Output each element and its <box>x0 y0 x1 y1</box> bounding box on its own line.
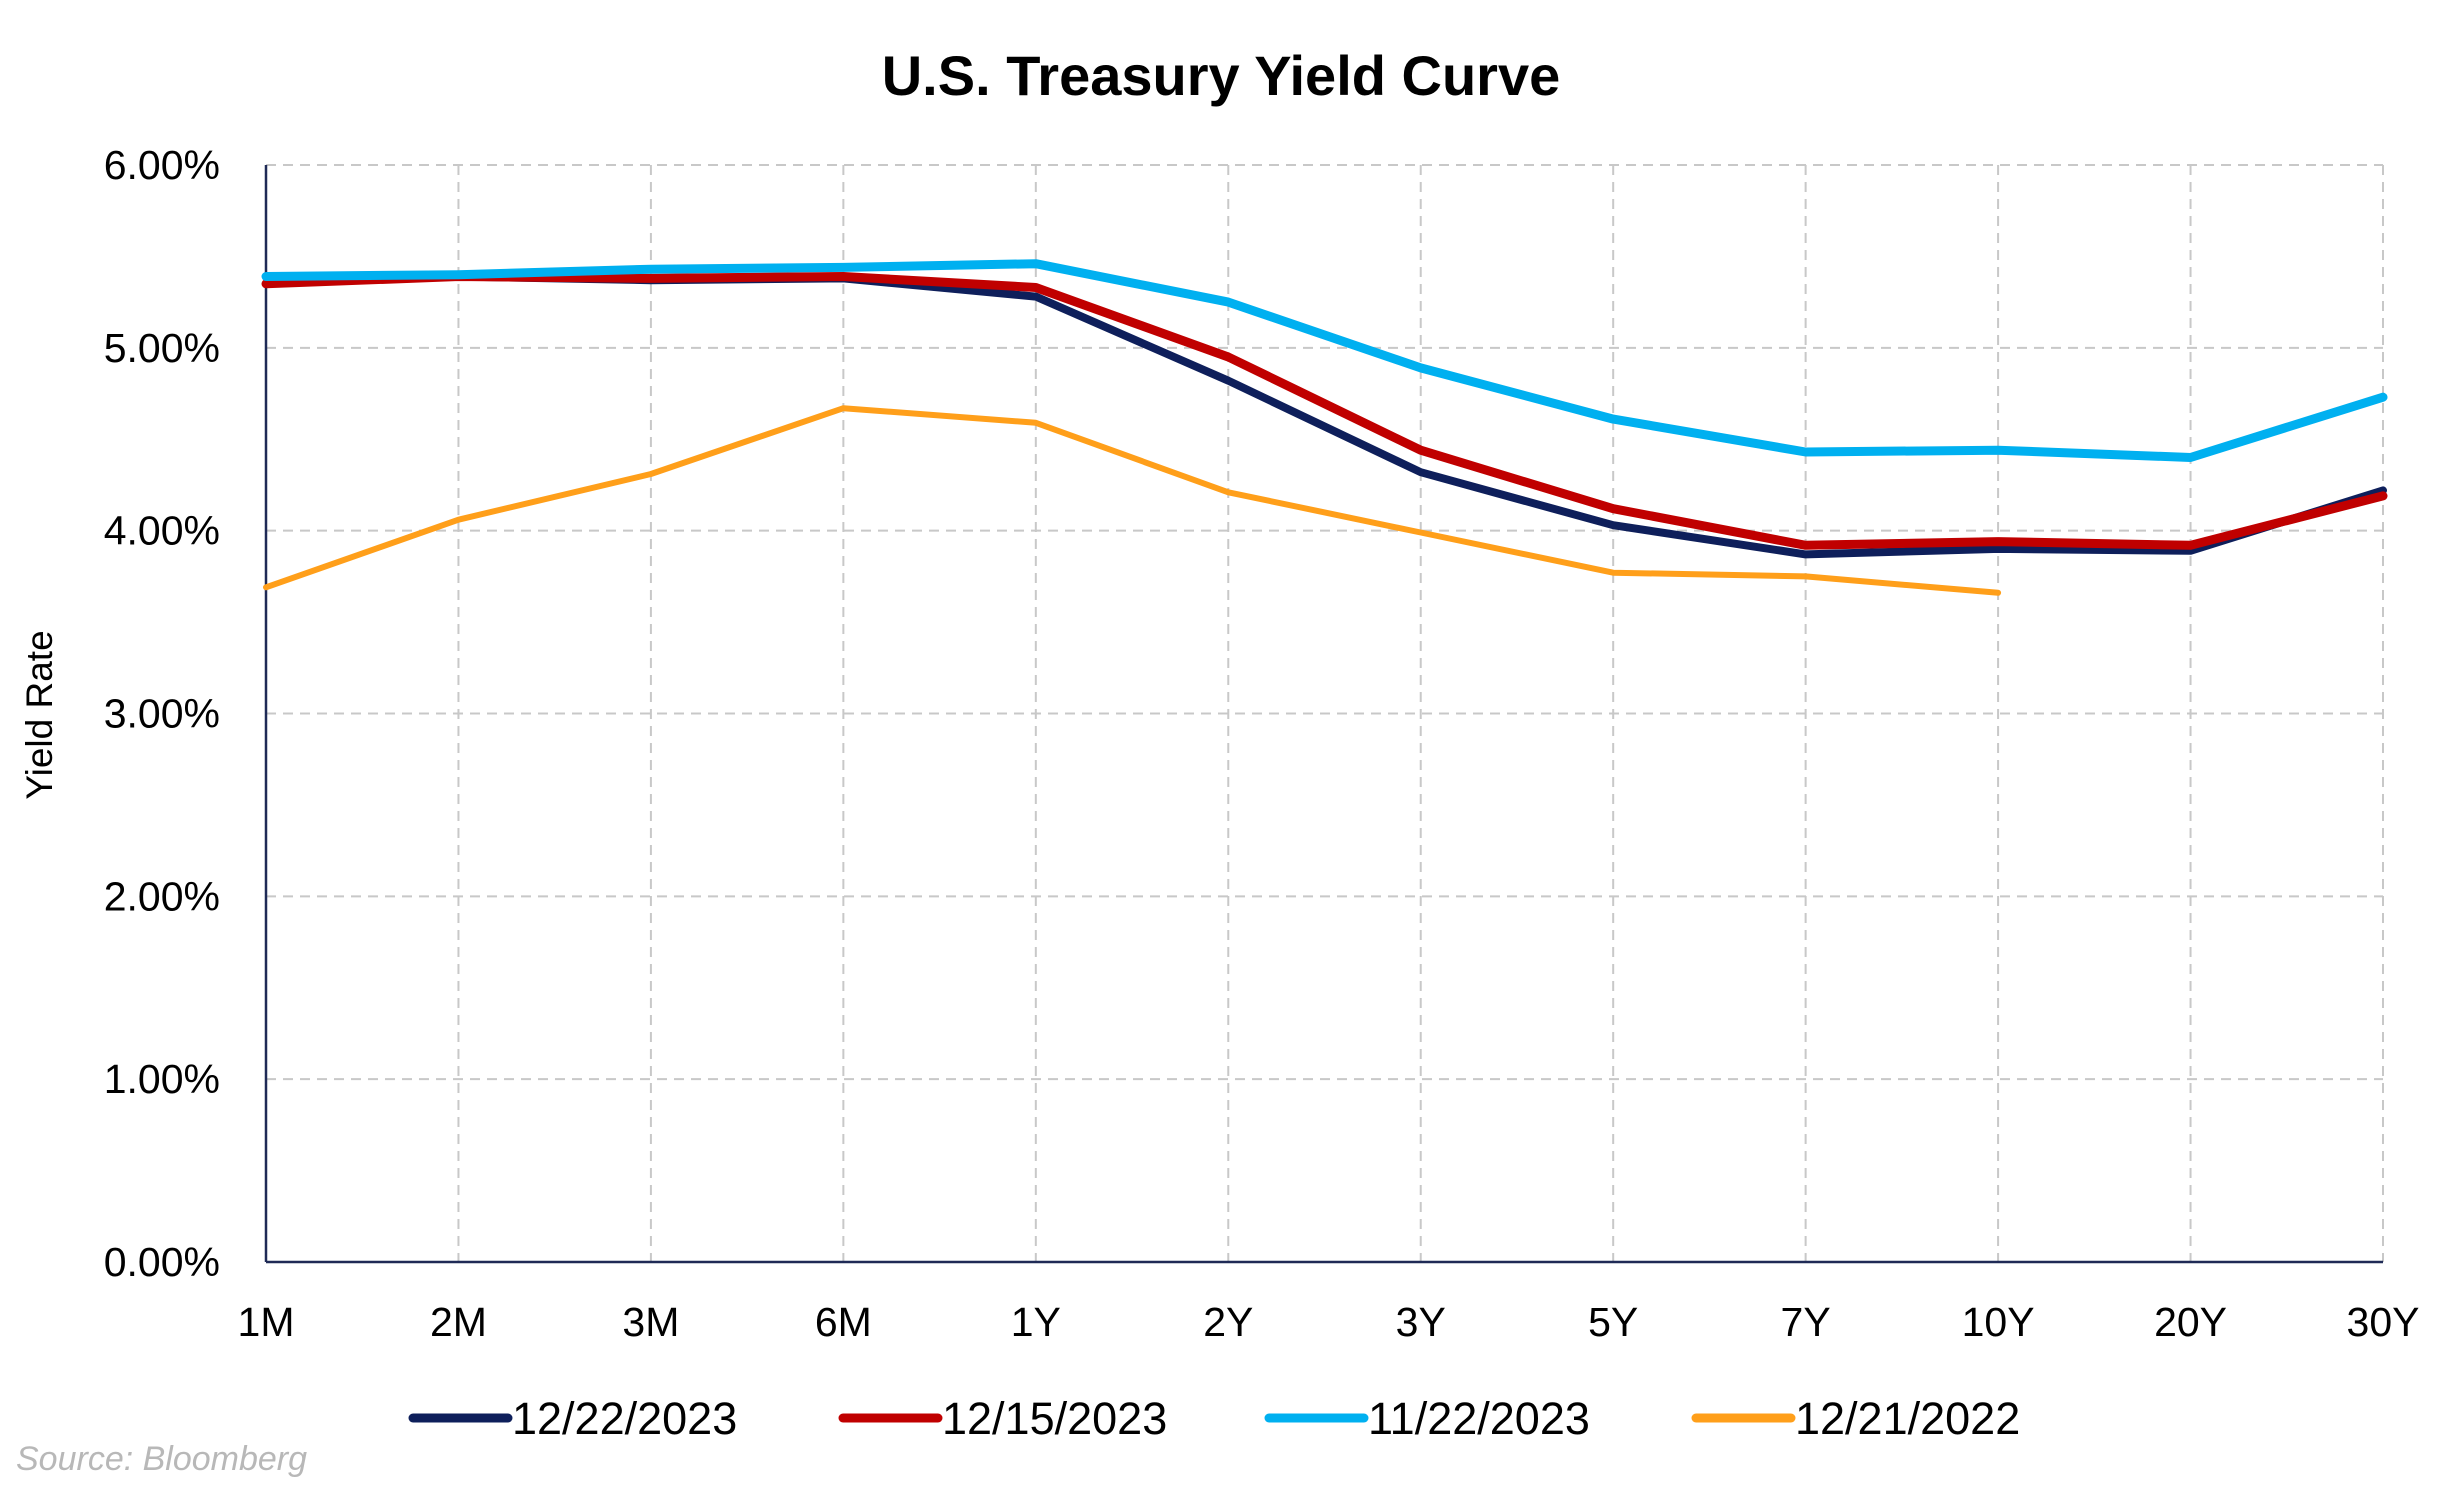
y-tick-label: 6.00% <box>104 142 220 188</box>
series-lines <box>261 259 2388 596</box>
y-tick-label: 4.00% <box>104 508 220 554</box>
x-tick-label: 1M <box>238 1299 295 1345</box>
x-tick-label: 3M <box>622 1299 679 1345</box>
x-tick-label: 6M <box>815 1299 872 1345</box>
series-line-4 <box>263 405 2002 596</box>
x-tick-label: 30Y <box>2347 1299 2420 1345</box>
x-tick-label: 7Y <box>1781 1299 1831 1345</box>
series-line-3 <box>261 259 2388 462</box>
y-tick-labels: 0.00% 1.00% 2.00% 3.00% 4.00% 5.00% 6.00% <box>104 142 220 1285</box>
chart-title: U.S. Treasury Yield Curve <box>882 44 1561 107</box>
y-axis-label: Yield Rate <box>19 630 60 799</box>
x-tick-label: 3Y <box>1396 1299 1446 1345</box>
source-note: Source: Bloomberg <box>16 1440 307 1478</box>
x-tick-label: 2Y <box>1203 1299 1253 1345</box>
y-tick-label: 3.00% <box>104 691 220 737</box>
y-tick-label: 2.00% <box>104 873 220 919</box>
x-tick-labels: 1M 2M 3M 6M 1Y 2Y 3Y 5Y 7Y 10Y 20Y 30Y <box>238 1299 2420 1345</box>
legend-label-2: 12/15/2023 <box>942 1393 1167 1444</box>
x-tick-label: 1Y <box>1011 1299 1061 1345</box>
y-tick-label: 5.00% <box>104 325 220 371</box>
x-tick-label: 5Y <box>1588 1299 1638 1345</box>
x-tick-label: 2M <box>430 1299 487 1345</box>
x-tick-label: 10Y <box>1962 1299 2035 1345</box>
legend-label-1: 12/22/2023 <box>512 1393 737 1444</box>
legend: 12/22/2023 12/15/2023 11/22/2023 12/21/2022 <box>408 1393 2020 1444</box>
legend-label-4: 12/21/2022 <box>1795 1393 2020 1444</box>
x-tick-label: 20Y <box>2154 1299 2227 1345</box>
y-tick-label: 0.00% <box>104 1239 220 1285</box>
series-line-2 <box>261 272 2388 550</box>
gridlines <box>266 164 2384 1262</box>
y-tick-label: 1.00% <box>104 1056 220 1102</box>
legend-label-3: 11/22/2023 <box>1368 1393 1590 1444</box>
axes <box>264 165 2383 1264</box>
